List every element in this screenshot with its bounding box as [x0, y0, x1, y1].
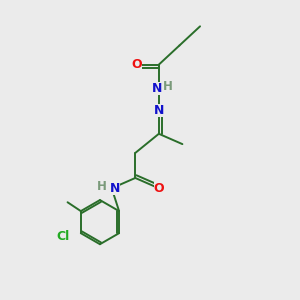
Text: N: N — [152, 82, 163, 95]
Text: N: N — [110, 182, 120, 195]
Text: H: H — [163, 80, 173, 93]
Text: N: N — [154, 104, 164, 117]
Text: O: O — [154, 182, 164, 195]
Text: O: O — [131, 58, 142, 71]
Text: H: H — [98, 180, 107, 193]
Text: Cl: Cl — [56, 230, 70, 243]
